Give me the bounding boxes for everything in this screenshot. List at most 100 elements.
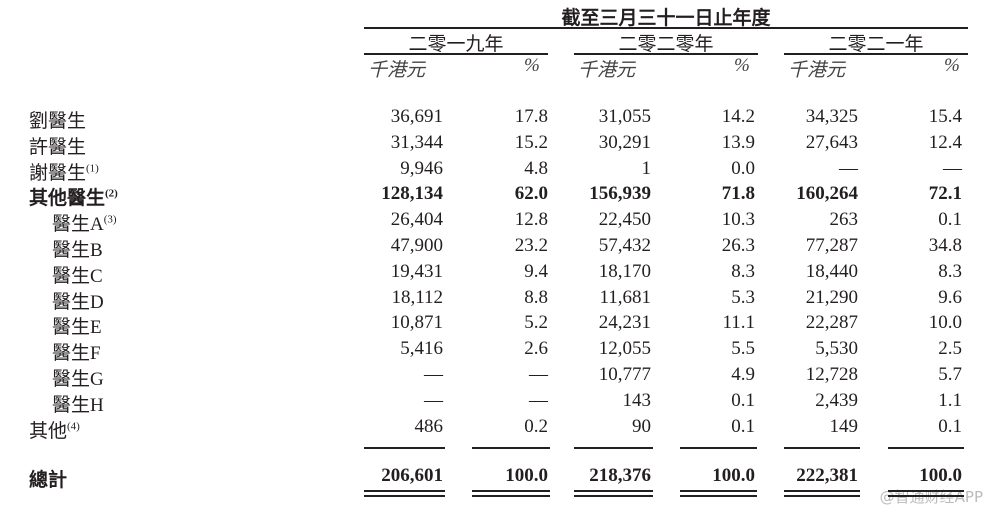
table-cell: 24,231	[598, 312, 651, 334]
row-label-text: 其他醫生	[29, 188, 106, 210]
table-cell: 71.8	[721, 183, 755, 205]
table-cell: 5.3	[731, 286, 755, 308]
table-cell: 34.8	[928, 235, 962, 256]
table-cell: 4.9	[731, 364, 755, 385]
unit-percent: %	[734, 55, 750, 76]
table-cell: 0.1	[938, 209, 962, 231]
total-cell: 218,376	[589, 465, 651, 486]
year-header: 二零二零年	[618, 34, 714, 55]
subtotal-rule	[472, 446, 550, 449]
unit-amount: 千港元	[368, 60, 426, 81]
table-cell: 12,728	[805, 364, 858, 385]
table-cell: 2.6	[524, 338, 548, 360]
table-cell: 12.4	[928, 131, 962, 153]
total-double-rule-top	[888, 490, 964, 492]
table-cell: 57,432	[598, 235, 651, 256]
table-cell: 0.2	[524, 415, 548, 437]
total-double-rule-top	[680, 490, 757, 492]
table-cell: 2,439	[815, 389, 858, 411]
table-cell: 8.8	[524, 286, 548, 308]
table-cell: 23.2	[514, 235, 548, 256]
row-label-text: 醫生D	[52, 291, 104, 313]
table-cell: 0.1	[731, 389, 755, 411]
table-cell: 5.7	[938, 364, 962, 385]
row-label-text: 醫生G	[52, 369, 104, 390]
table-cell: 14.2	[721, 106, 755, 127]
unit-amount: 千港元	[788, 60, 846, 81]
table-cell: 31,344	[390, 131, 443, 153]
total-double-rule-top	[784, 490, 860, 492]
table-cell: 27,643	[805, 131, 858, 153]
table-cell: 21,290	[805, 286, 858, 308]
table-cell: 12.8	[514, 209, 548, 231]
row-label: 劉醫生	[29, 106, 86, 133]
total-cell: 206,601	[381, 465, 443, 486]
table-cell: 47,900	[390, 235, 443, 256]
table-cell: 22,450	[598, 209, 651, 231]
year-underline	[784, 53, 968, 55]
table-cell: 62.0	[514, 183, 548, 205]
table-cell: —	[943, 157, 962, 179]
table-cell: 10,777	[598, 364, 651, 385]
table-cell: 1	[641, 157, 652, 179]
table-cell: 12,055	[598, 338, 651, 360]
row-label-text: 其他	[29, 420, 68, 442]
table-cell: 31,055	[598, 106, 651, 127]
year-underline	[364, 53, 548, 55]
table-cell: 2.5	[938, 338, 962, 360]
table-cell: 5,416	[400, 338, 443, 360]
table-cell: —	[424, 364, 443, 385]
row-label-text: 醫生H	[52, 394, 104, 416]
row-label: 謝醫生(1)	[29, 158, 99, 185]
header-rule	[364, 27, 968, 29]
table-cell: 160,264	[796, 183, 858, 205]
table-cell: 10.0	[928, 312, 962, 334]
table-cell: —	[839, 157, 858, 179]
row-label-text: 醫生C	[52, 265, 103, 287]
table-cell: 9.6	[938, 286, 962, 308]
total-double-rule-top	[364, 490, 445, 492]
table-cell: 22,287	[805, 312, 858, 334]
subtotal-rule	[574, 446, 653, 449]
total-double-rule-bottom	[472, 495, 550, 497]
total-double-rule-bottom	[364, 495, 445, 497]
table-cell: 8.3	[731, 260, 755, 282]
row-label: 其他(4)	[29, 416, 80, 443]
row-label-text: 劉醫生	[29, 111, 87, 132]
table-cell: 0.0	[731, 157, 755, 179]
period-header: 截至三月三十一日止年度	[561, 8, 771, 29]
total-cell: 222,381	[796, 465, 858, 486]
row-label: 醫生H	[52, 390, 104, 417]
row-label: 其他醫生(2)	[29, 183, 118, 210]
total-double-rule-top	[472, 490, 550, 492]
table-cell: 0.1	[731, 415, 755, 437]
table-cell: 5.2	[524, 312, 548, 334]
table-cell: 72.1	[928, 183, 962, 205]
subtotal-rule	[784, 446, 860, 449]
row-label-text: 醫生E	[52, 317, 102, 339]
table-cell: 486	[414, 415, 444, 437]
unit-percent: %	[944, 55, 960, 76]
table-cell: —	[424, 389, 443, 411]
table-cell: 149	[829, 415, 859, 437]
table-cell: 1.1	[938, 389, 962, 411]
table-cell: 18,170	[598, 260, 651, 282]
table-cell: 128,134	[381, 183, 443, 205]
total-double-rule-bottom	[574, 495, 653, 497]
row-label: 醫生E	[52, 312, 102, 339]
table-cell: 5,530	[815, 338, 858, 360]
table-cell: 10,871	[390, 312, 443, 334]
table-cell: 34,325	[805, 106, 858, 127]
footnote-ref: (1)	[86, 162, 99, 175]
footnote-ref: (3)	[103, 213, 117, 226]
table-cell: 18,440	[805, 260, 858, 282]
row-label-text: 謝醫生	[29, 162, 87, 184]
table-cell: 18,112	[391, 286, 443, 308]
table-cell: 26,404	[390, 209, 443, 231]
total-double-rule-bottom	[680, 495, 757, 497]
row-label: 醫生A(3)	[52, 209, 117, 236]
unit-percent: %	[524, 55, 540, 76]
row-label: 許醫生	[29, 132, 86, 159]
table-cell: —	[529, 364, 548, 385]
footnote-ref: (2)	[105, 188, 118, 201]
